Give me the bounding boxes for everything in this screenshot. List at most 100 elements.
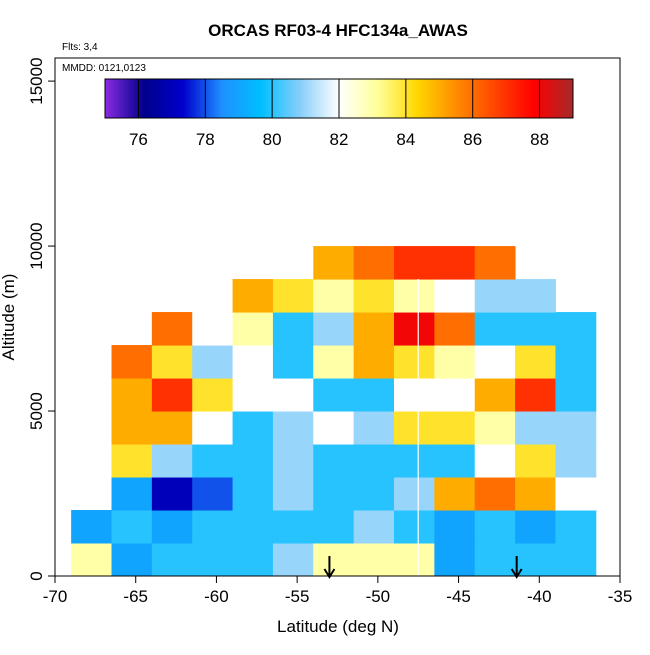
heat-cell — [394, 477, 435, 511]
heat-cell — [111, 510, 153, 544]
heat-cell — [515, 444, 556, 478]
colorbar-tick-label: 76 — [129, 130, 148, 149]
heat-cell — [151, 444, 193, 478]
heat-cell — [394, 312, 435, 346]
y-tick-label: 15000 — [27, 57, 46, 104]
arrow — [510, 556, 523, 579]
heat-cell — [313, 444, 355, 478]
heat-cell — [474, 543, 516, 577]
annotation: Flts: 3,4 — [62, 42, 98, 53]
heat-cell — [232, 477, 274, 511]
heat-cell — [232, 411, 274, 445]
arrow-head — [323, 568, 336, 579]
colorbar-tick-label: 82 — [330, 130, 349, 149]
heat-cell — [353, 411, 395, 445]
y-axis-label: Altitude (m) — [0, 274, 18, 361]
heat-cell — [394, 510, 435, 544]
heat-cell — [353, 543, 395, 577]
heat-cell — [272, 543, 314, 577]
heat-cell — [394, 543, 435, 577]
colorbar-tick-label: 88 — [530, 130, 549, 149]
heat-cell — [474, 444, 516, 478]
heat-cell — [434, 510, 476, 544]
heat-cell — [272, 312, 314, 346]
heat-cell — [313, 378, 355, 412]
heat-cell — [515, 279, 556, 313]
heat-cell — [272, 510, 314, 544]
heat-cell — [434, 378, 476, 412]
heat-cell — [555, 378, 597, 412]
heat-cell — [394, 345, 435, 379]
heat-cell — [394, 411, 435, 445]
heat-cell — [272, 279, 314, 313]
heat-cell — [434, 345, 476, 379]
x-tick-label: -60 — [204, 587, 229, 606]
heat-cell — [272, 444, 314, 478]
y-tick-label: 10000 — [27, 222, 46, 269]
heat-cell — [353, 477, 395, 511]
heat-cell — [394, 444, 435, 478]
heat-cell — [555, 312, 597, 346]
heat-cell — [192, 477, 234, 511]
heat-cell — [474, 510, 516, 544]
heat-cell — [353, 312, 395, 346]
heat-cell — [434, 411, 476, 445]
x-tick-label: -35 — [608, 587, 633, 606]
heat-cell — [151, 543, 193, 577]
heat-cell — [111, 378, 153, 412]
heat-cell — [515, 378, 556, 412]
heat-cell — [232, 312, 274, 346]
heat-cell — [555, 510, 597, 544]
heat-cell — [474, 345, 516, 379]
heat-cell — [474, 312, 516, 346]
heat-cell — [313, 510, 355, 544]
arrow — [323, 556, 336, 579]
heat-cell — [434, 477, 476, 511]
heat-cell — [353, 345, 395, 379]
heat-cell — [151, 312, 193, 346]
heat-cell — [192, 510, 234, 544]
heat-cell — [232, 345, 274, 379]
heat-cell — [353, 444, 395, 478]
heat-cell — [515, 312, 556, 346]
heat-cell — [394, 279, 435, 313]
heat-cell — [474, 477, 516, 511]
y-tick-label: 0 — [27, 571, 46, 580]
x-tick-label: -65 — [123, 587, 148, 606]
heat-cell — [272, 477, 314, 511]
x-tick-label: -70 — [43, 587, 68, 606]
heat-cell — [192, 543, 234, 577]
x-tick-label: -50 — [366, 587, 391, 606]
heat-cell — [111, 444, 153, 478]
arrow-head — [510, 568, 523, 579]
heat-cell — [353, 510, 395, 544]
heat-cell — [353, 378, 395, 412]
heat-cell — [71, 510, 112, 544]
x-tick-label: -55 — [285, 587, 310, 606]
heat-cell — [434, 312, 476, 346]
heat-cell — [515, 510, 556, 544]
heat-cell — [313, 246, 355, 280]
heat-cell — [192, 444, 234, 478]
heat-cell — [272, 345, 314, 379]
heat-cell — [71, 543, 112, 577]
heat-cell — [192, 312, 234, 346]
heat-cell — [151, 411, 193, 445]
heat-cell — [555, 345, 597, 379]
heat-cell — [313, 411, 355, 445]
heat-cell — [192, 345, 234, 379]
heat-cell — [151, 510, 193, 544]
heat-cell — [151, 378, 193, 412]
heat-cell — [515, 477, 556, 511]
colorbar-tick-label: 78 — [196, 130, 215, 149]
heat-cell — [515, 411, 556, 445]
heat-cell — [474, 411, 516, 445]
heat-cell — [313, 279, 355, 313]
heat-cell — [272, 411, 314, 445]
heat-cell — [111, 543, 153, 577]
colorbar-tick-label: 80 — [263, 130, 282, 149]
y-tick-label: 5000 — [27, 392, 46, 430]
heat-cell — [192, 378, 234, 412]
